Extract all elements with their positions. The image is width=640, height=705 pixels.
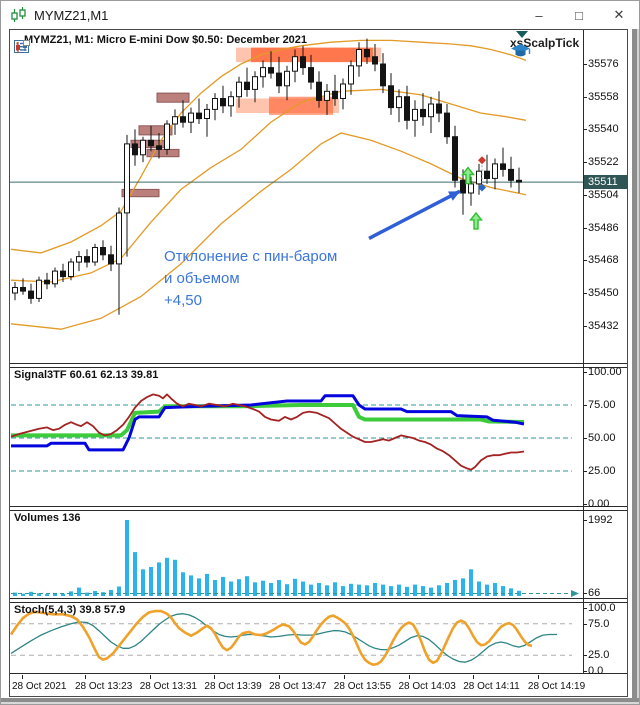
chart-top-marker-icon bbox=[516, 31, 528, 38]
main-chart-canvas[interactable] bbox=[10, 30, 584, 364]
panel-separator[interactable] bbox=[10, 602, 627, 603]
stoch-label: Stoch(5,4,3) 39.8 57.9 bbox=[14, 604, 126, 616]
time-tick bbox=[343, 675, 345, 679]
maximize-button[interactable]: □ bbox=[575, 7, 583, 23]
window-title: MYMZ21,M1 bbox=[34, 7, 109, 23]
indicator-watermark: xsScalpTick bbox=[510, 36, 583, 57]
signal3tf-label: Signal3TF 60.61 62.13 39.81 bbox=[14, 369, 159, 381]
time-tick-label: 28 Oct 2021 bbox=[12, 681, 67, 692]
chart-header: MYMZ21, M1: Micro E-mini Dow $0.50: Dece… bbox=[14, 34, 308, 53]
time-tick-label: 28 Oct 13:39 bbox=[204, 681, 262, 692]
time-tick-label: 28 Oct 14:19 bbox=[527, 681, 586, 692]
chart-frame: MYMZ21, M1: Micro E-mini Dow $0.50: Dece… bbox=[9, 29, 628, 697]
time-tick-label: 28 Oct 13:55 bbox=[333, 681, 392, 692]
time-tick-label: 28 Oct 14:03 bbox=[398, 681, 456, 692]
blue-trend-arrowhead bbox=[448, 191, 460, 201]
time-tick-label: 28 Oct 13:47 bbox=[269, 681, 327, 692]
time-tick bbox=[279, 675, 281, 679]
sell-marker-icon bbox=[478, 156, 486, 165]
volumes-panel-canvas[interactable] bbox=[10, 510, 584, 598]
panel-separator[interactable] bbox=[10, 363, 627, 364]
volume-bars bbox=[13, 520, 521, 596]
stoch-main-line bbox=[10, 609, 533, 667]
annotation-line-3: +4,50 bbox=[164, 292, 202, 309]
time-tick bbox=[22, 675, 23, 679]
buy-marker-icon bbox=[478, 183, 486, 192]
time-tick-label: 28 Oct 14:11 bbox=[463, 681, 520, 692]
stoch-panel-canvas[interactable] bbox=[10, 602, 584, 673]
time-tick-label: 28 Oct 13:31 bbox=[139, 681, 197, 692]
panel-separator[interactable] bbox=[10, 598, 627, 599]
time-tick bbox=[537, 675, 539, 679]
signal-red-line bbox=[10, 393, 525, 471]
signal3tf-panel-canvas[interactable] bbox=[10, 367, 584, 506]
panel-separator[interactable] bbox=[10, 510, 627, 511]
symbol-description: MYMZ21, M1: Micro E-mini Dow $0.50: Dece… bbox=[24, 34, 308, 46]
green-up-arrow-icon bbox=[461, 166, 475, 185]
current-price-badge: 35511 bbox=[584, 175, 628, 189]
candlestick-chart-icon bbox=[10, 7, 27, 23]
deviation-annotation: Отклонение с пин-баром и объемом +4,50 bbox=[164, 246, 337, 312]
close-button[interactable]: ✕ bbox=[613, 7, 625, 22]
panel-separator[interactable] bbox=[10, 367, 627, 368]
window-bottom-edge[interactable] bbox=[1, 698, 639, 704]
signal-green-line bbox=[11, 403, 525, 438]
annotation-line-2: и объемом bbox=[164, 270, 240, 287]
panel-separator[interactable] bbox=[10, 673, 627, 674]
blue-trend-arrow bbox=[368, 189, 461, 240]
watermark-label: xsScalpTick bbox=[510, 36, 580, 50]
green-up-arrow-icon bbox=[469, 211, 483, 230]
window-right-edge[interactable] bbox=[631, 29, 639, 704]
signal-blue-line bbox=[11, 394, 525, 452]
candles-layer bbox=[12, 38, 522, 315]
time-tick bbox=[149, 675, 151, 679]
volumes-label: Volumes 136 bbox=[14, 512, 81, 524]
stoch-signal-line bbox=[10, 613, 557, 663]
time-tick bbox=[214, 675, 216, 679]
time-tick bbox=[408, 675, 410, 679]
window-titlebar[interactable]: MYMZ21,M1 – □ ✕ bbox=[1, 1, 639, 29]
time-tick-label: 28 Oct 13:23 bbox=[75, 681, 133, 692]
time-tick bbox=[473, 675, 475, 679]
minimize-button[interactable]: – bbox=[535, 7, 543, 23]
time-axis[interactable]: 28 Oct 2021 28 Oct 13:23 28 Oct 13:31 28 Oc… bbox=[10, 30, 627, 696]
price-axis-line bbox=[583, 30, 584, 674]
volume-level-arrow-icon bbox=[571, 590, 579, 597]
panel-separator[interactable] bbox=[10, 506, 627, 507]
time-tick bbox=[85, 675, 86, 679]
annotation-line-1: Отклонение с пин-баром bbox=[164, 248, 338, 265]
